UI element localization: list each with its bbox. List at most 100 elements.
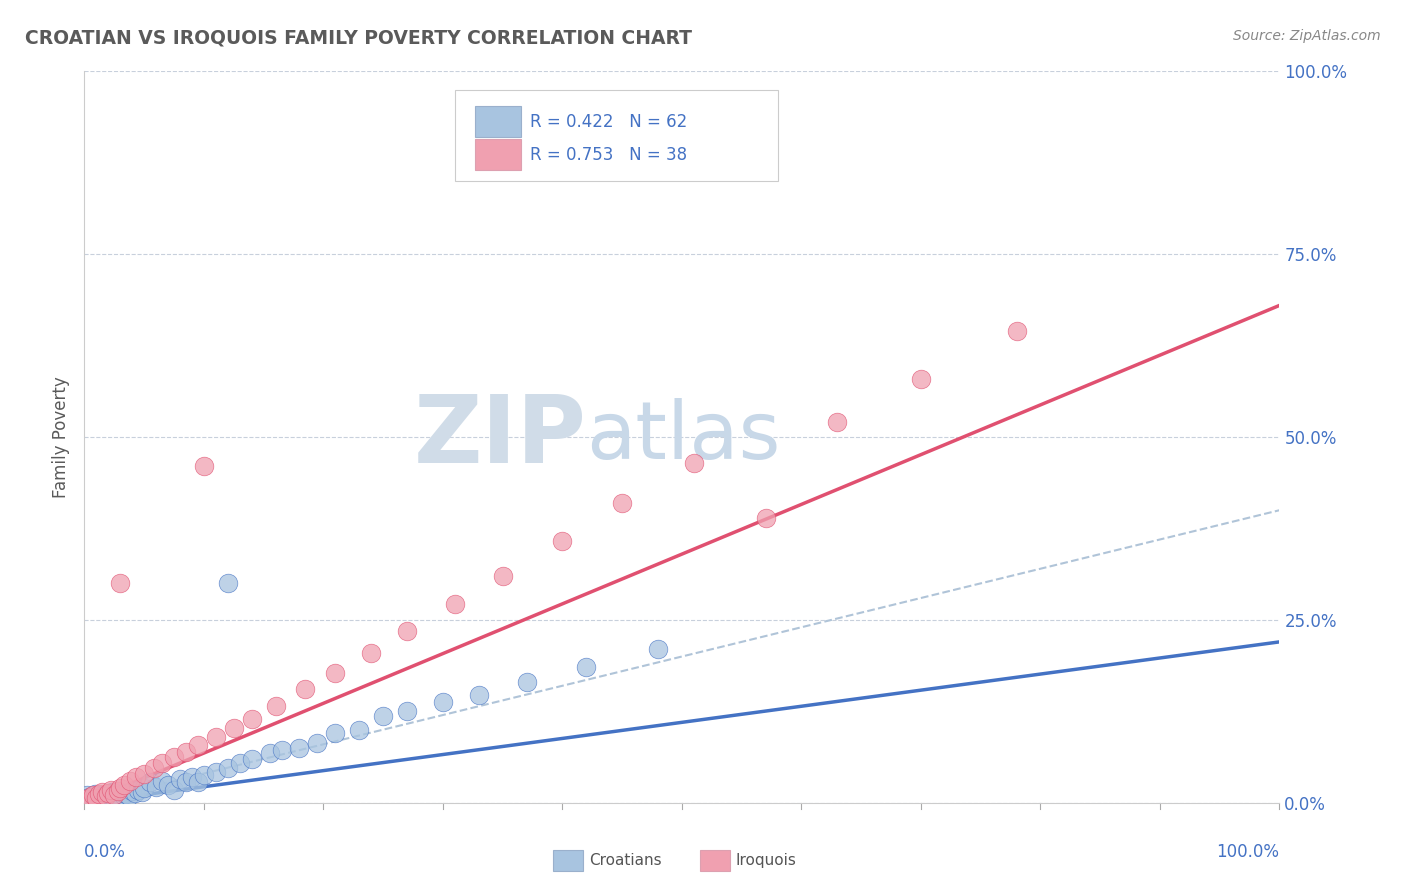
Point <box>104 786 127 800</box>
Point <box>100 782 122 797</box>
Point <box>107 788 129 802</box>
Point <box>755 510 778 524</box>
Point <box>1005 324 1028 338</box>
Point <box>83 791 105 805</box>
Point <box>103 790 125 805</box>
Point <box>163 782 186 797</box>
Point <box>270 743 292 757</box>
Point <box>132 781 156 796</box>
Text: 100.0%: 100.0% <box>1216 843 1279 861</box>
Point <box>142 761 165 775</box>
Point <box>150 756 173 770</box>
Text: atlas: atlas <box>586 398 780 476</box>
Point <box>79 794 101 808</box>
Text: R = 0.753   N = 38: R = 0.753 N = 38 <box>530 145 688 164</box>
Text: R = 0.422   N = 62: R = 0.422 N = 62 <box>530 112 688 131</box>
Point <box>117 789 139 804</box>
Point <box>110 576 132 591</box>
Point <box>76 789 98 803</box>
Point <box>112 786 135 800</box>
Point <box>612 496 634 510</box>
Point <box>288 740 311 755</box>
Point <box>163 750 186 764</box>
Point <box>87 789 110 804</box>
Point <box>112 778 135 792</box>
Point <box>93 790 115 805</box>
Point <box>111 789 134 803</box>
Point <box>93 788 115 802</box>
Point <box>110 781 132 796</box>
Point <box>91 789 114 804</box>
Point <box>193 459 215 474</box>
Point <box>94 792 117 806</box>
Point <box>100 789 122 804</box>
Point <box>205 765 228 780</box>
Point <box>90 791 112 805</box>
Point <box>125 770 148 784</box>
Text: ZIP: ZIP <box>413 391 586 483</box>
Point <box>193 768 215 782</box>
Point <box>205 730 228 744</box>
Point <box>131 785 153 799</box>
Point <box>82 793 104 807</box>
Point <box>516 675 538 690</box>
Point <box>181 770 204 784</box>
Point <box>77 792 100 806</box>
Point <box>124 786 146 800</box>
Point <box>79 789 101 804</box>
Point <box>91 785 114 799</box>
Point <box>325 726 347 740</box>
Point <box>174 775 197 789</box>
Point <box>101 785 124 799</box>
Point <box>217 761 239 775</box>
Point <box>118 773 141 788</box>
Point <box>121 784 143 798</box>
Point <box>683 456 706 470</box>
Point <box>222 721 245 735</box>
Point <box>551 533 574 548</box>
Point <box>396 624 419 638</box>
Point <box>105 789 128 804</box>
Point <box>910 371 932 385</box>
Point <box>240 752 263 766</box>
Point <box>187 774 209 789</box>
Point <box>444 597 467 611</box>
Point <box>77 789 100 804</box>
Point <box>360 646 382 660</box>
Bar <box>553 850 582 871</box>
Bar <box>700 850 730 871</box>
Point <box>82 789 104 803</box>
Point <box>86 791 108 805</box>
Bar <box>475 106 520 137</box>
Point <box>468 688 491 702</box>
Point <box>127 782 149 797</box>
Point <box>259 746 281 760</box>
Point <box>174 745 197 759</box>
Point <box>77 792 100 806</box>
FancyBboxPatch shape <box>456 90 778 181</box>
Point <box>432 695 454 709</box>
Point <box>97 786 120 800</box>
Point <box>150 773 173 788</box>
Point <box>110 791 132 805</box>
Point <box>101 789 124 803</box>
Point <box>86 792 108 806</box>
Point <box>240 712 263 726</box>
Point <box>492 569 515 583</box>
Text: CROATIAN VS IROQUOIS FAMILY POVERTY CORRELATION CHART: CROATIAN VS IROQUOIS FAMILY POVERTY CORR… <box>25 29 692 47</box>
Point <box>107 784 129 798</box>
Point <box>349 723 371 737</box>
Point <box>264 699 287 714</box>
Point <box>373 709 395 723</box>
Point <box>87 787 110 801</box>
Point <box>84 787 107 801</box>
Point <box>103 788 125 802</box>
Point <box>217 576 239 591</box>
Text: Source: ZipAtlas.com: Source: ZipAtlas.com <box>1233 29 1381 43</box>
Point <box>187 738 209 752</box>
Point <box>89 789 111 803</box>
Text: Iroquois: Iroquois <box>735 853 797 868</box>
Point <box>96 789 118 804</box>
Point <box>145 780 167 794</box>
Point <box>169 772 191 787</box>
